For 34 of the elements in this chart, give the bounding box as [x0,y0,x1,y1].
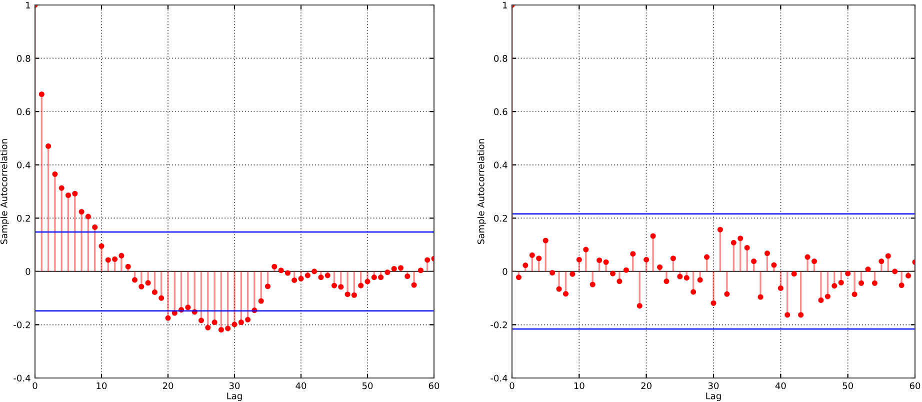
y-axis-title: Sample Autocorrelation [0,139,10,244]
x-tick-label: 50 [842,382,853,390]
x-tick-label: 10 [96,382,107,390]
y-axis-title: Sample Autocorrelation [477,139,486,244]
x-axis-title: Lag [227,392,242,402]
y-tick-label: 0.2 [494,214,507,222]
y-tick-label: 0 [26,268,30,275]
y-tick-label: -0.4 [490,374,508,382]
y-tick-label: 0.6 [494,108,508,116]
y-tick-label: 1 [26,2,30,8]
x-tick-label: 20 [641,382,652,390]
y-tick-label: 1 [503,2,507,8]
x-tick-label: 0 [32,382,38,390]
y-tick-label: 0.6 [17,108,30,116]
y-tick-label: -0.2 [490,321,507,328]
x-tick-label: 50 [362,382,373,390]
x-tick-label: 30 [708,382,719,390]
x-tick-label: 40 [775,382,786,390]
x-tick-label: 60 [910,382,920,390]
y-tick-label: 0.4 [17,162,30,168]
x-tick-label: 10 [574,382,584,390]
y-tick-label: 0 [502,268,508,275]
y-tick-label: -0.2 [14,321,30,328]
x-tick-label: 30 [229,382,240,390]
x-tick-label: 60 [428,382,440,390]
y-tick-label: 0.8 [494,55,508,62]
y-tick-label: 0.4 [494,162,508,168]
y-tick-label: 0.2 [17,214,30,222]
y-tick-label: 0.8 [17,55,30,62]
x-tick-label: 0 [510,382,514,390]
x-tick-label: 20 [162,382,174,390]
y-tick-label: -0.4 [14,374,30,382]
x-axis-title: Lag [706,392,721,402]
x-tick-label: 40 [296,382,306,390]
